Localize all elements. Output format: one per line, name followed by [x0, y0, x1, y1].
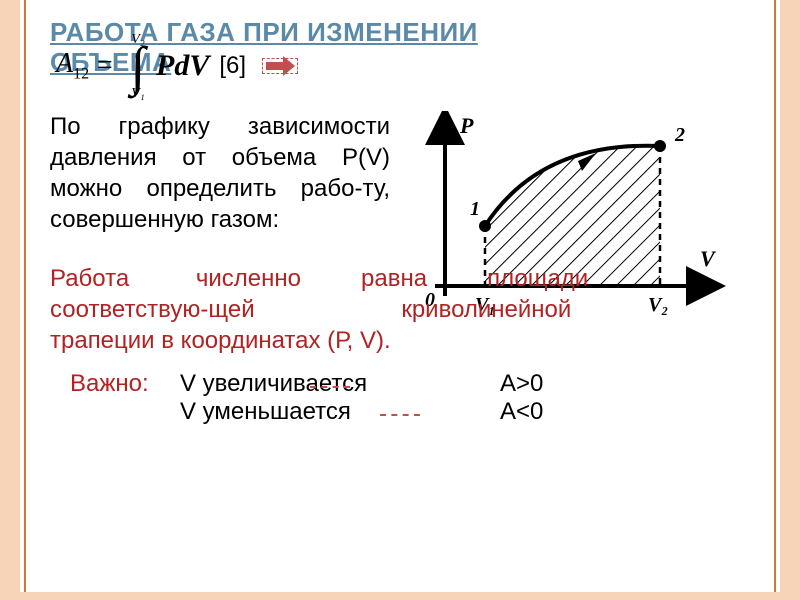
formula-row: A12 = V₂ ∫ V₁ PdV [6] — [56, 46, 750, 86]
stmt-1: Работа — [50, 265, 129, 292]
point2-label: 2 — [674, 124, 685, 146]
formula-ref: [6] — [219, 52, 246, 80]
important-label: Важно: — [70, 370, 180, 398]
a-positive: А>0 — [500, 370, 580, 398]
formula-eq: = — [95, 50, 114, 82]
lim-bot: V₁ — [120, 86, 156, 102]
a-negative: А<0 — [500, 398, 580, 426]
stmt-5: соответствую-щей — [50, 296, 255, 323]
stmt-4: площади — [487, 265, 588, 292]
stmt-7: трапеции в координатах (Р, V). — [50, 327, 391, 354]
v-decrease: V уменьшается — [180, 398, 500, 426]
x-label: V — [700, 246, 717, 271]
v-increase: V увеличивается — [180, 370, 500, 398]
title-line1: РАБОТА ГАЗА ПРИ ИЗМЕНЕНИИ — [50, 17, 478, 47]
important-block: Важно: V увеличивается А>0 V уменьшается… — [50, 370, 750, 426]
v2-label: V₂ — [648, 294, 668, 316]
stmt-6: криволинейной — [401, 296, 571, 323]
y-label: P — [459, 113, 474, 138]
formula-sub: 12 — [73, 66, 89, 83]
integrand: PdV — [156, 49, 209, 83]
point-2 — [654, 140, 666, 152]
point-1 — [479, 220, 491, 232]
arrow-icon — [262, 58, 298, 74]
integral-formula: A12 = V₂ ∫ V₁ PdV [6] — [56, 46, 246, 86]
formula-lhs: A — [56, 48, 73, 79]
point1-label: 1 — [470, 198, 480, 220]
stmt-2: численно — [196, 265, 301, 292]
paragraph: По графику зависимости давления от объем… — [50, 111, 390, 236]
integral-sign: V₂ ∫ V₁ — [120, 46, 156, 86]
lim-top: V₂ — [120, 32, 156, 48]
stmt-3: равна — [361, 265, 427, 292]
